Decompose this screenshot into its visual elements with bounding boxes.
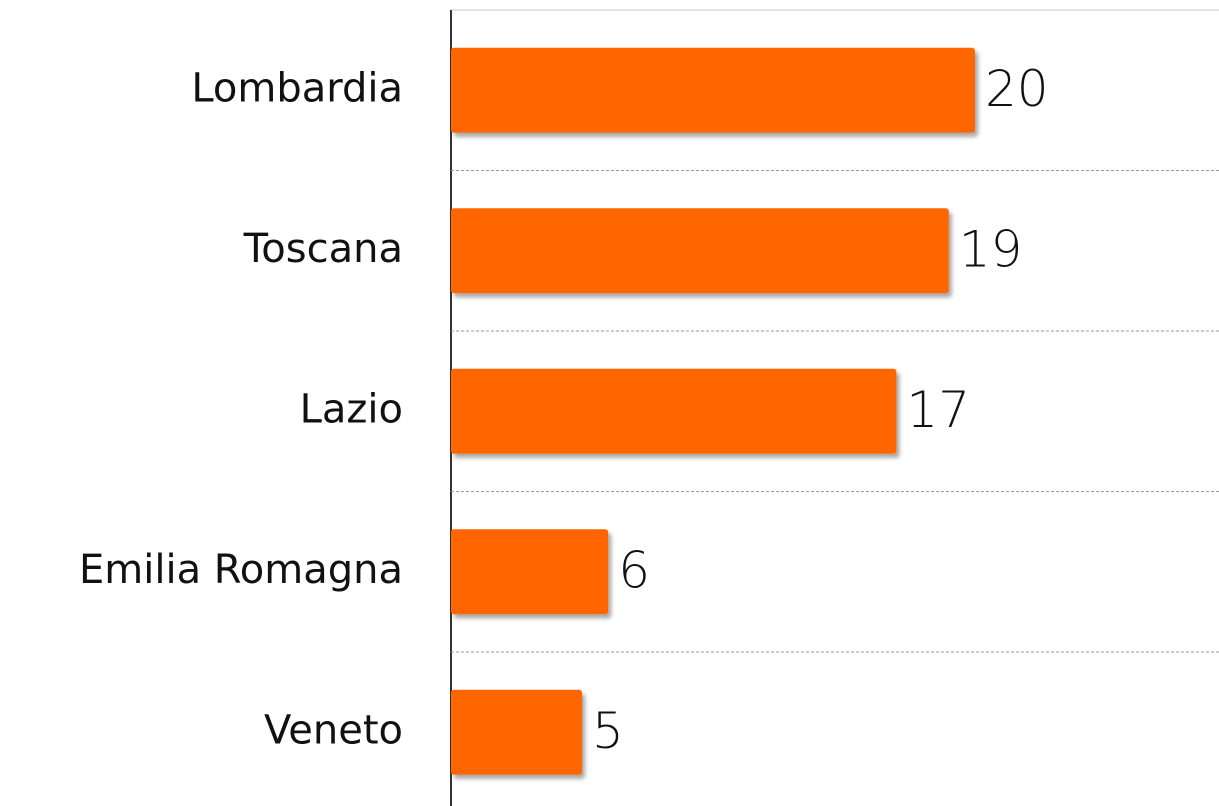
category-label: Emilia Romagna	[79, 547, 403, 593]
bar	[451, 368, 897, 454]
value-label: 17	[906, 381, 970, 439]
category-label: Lazio	[300, 386, 403, 432]
value-label: 19	[959, 220, 1023, 278]
value-label: 6	[618, 541, 650, 599]
category-label: Lombardia	[191, 65, 403, 111]
bar	[451, 689, 582, 775]
value-label: 20	[985, 60, 1049, 118]
bar	[451, 529, 609, 615]
category-label: Toscana	[243, 226, 403, 272]
value-label: 5	[592, 702, 624, 760]
bar	[451, 208, 949, 294]
bar	[451, 47, 975, 133]
category-label: Veneto	[264, 707, 403, 753]
